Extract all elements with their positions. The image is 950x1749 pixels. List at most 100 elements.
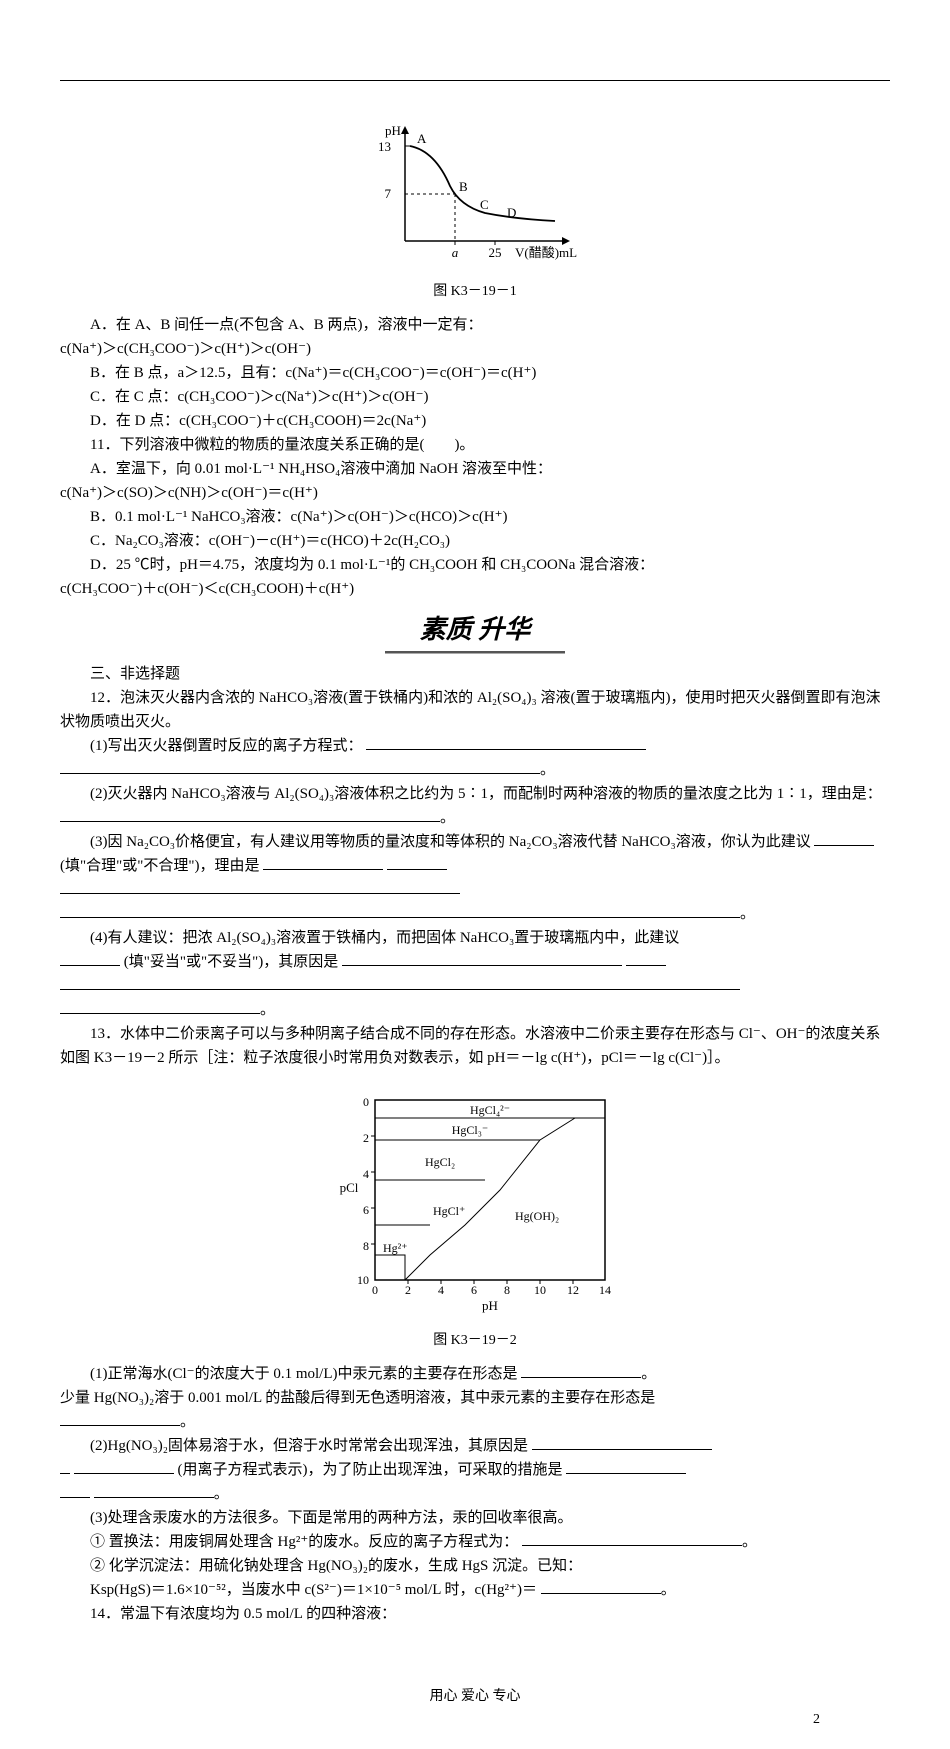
chart2-svg: 0 2 4 6 8 10 0 2 4 6 8 10 12 14 pCl pH [315,1080,635,1320]
q12-3b-text: (填"合理"或"不合理")，理由是 [60,858,259,874]
q10-optD: D．在 D 点：c(CH₃COO⁻)＋c(CH₃COOH)＝2c(Na⁺) [60,409,890,433]
blank [626,951,666,966]
q12-3a-text: (3)因 Na₂CO₃价格便宜，有人建议用等物质的量浓度和等体积的 Na₂CO₃… [90,834,811,850]
q11-optA-formula: c(Na⁺)＞c(SO)＞c(NH)＞c(OH⁻)＝c(H⁺) [60,481,890,505]
svg-text:pH: pH [385,123,401,138]
q13-3-2b-text: Ksp(HgS)＝1.6×10⁻⁵²，当废水中 c(S²⁻)＝1×10⁻⁵ mo… [90,1582,537,1598]
svg-text:HgCl⁺: HgCl⁺ [433,1204,465,1218]
blank [60,1411,180,1426]
svg-text:2: 2 [363,1131,369,1145]
blank [521,1363,641,1378]
section-banner: 素质 升华 [60,609,890,654]
footer-wrap: 用心 爱心 专心 2 [60,1686,890,1708]
q13-2b-text: (用离子方程式表示)，为了防止出现浑浊，可采取的措施是 [178,1462,563,1478]
svg-text:8: 8 [504,1283,510,1297]
q13-1a-text: (1)正常海水(Cl⁻的浓度大于 0.1 mol/L)中汞元素的主要存在形态是 [90,1366,518,1382]
blank [94,1483,214,1498]
page-number: 2 [813,1709,820,1731]
blank [541,1579,661,1594]
svg-text:HgCl₂: HgCl₂ [425,1155,455,1169]
blank [522,1531,742,1546]
blank [60,1483,90,1498]
svg-text:12: 12 [567,1283,579,1297]
chart1-container: 13 7 a 25 pH V(醋酸)mL A B C D 图 K3－19－1 [60,121,890,303]
svg-text:0: 0 [372,1283,378,1297]
footer-text: 用心 爱心 专心 [60,1686,890,1708]
q11-optC: C．Na₂CO₃溶液：c(OH⁻)－c(H⁺)＝c(HCO)＋2c(H₂CO₃) [60,529,890,553]
q12-3: (3)因 Na₂CO₃价格便宜，有人建议用等物质的量浓度和等体积的 Na₂CO₃… [60,830,890,878]
q13-3-intro: (3)处理含汞废水的方法很多。下面是常用的两种方法，汞的回收率很高。 [60,1506,890,1530]
blank [60,879,460,894]
blank [263,855,383,870]
section3-title: 三、非选择题 [60,662,890,686]
blank [342,951,622,966]
banner-underline [385,651,565,654]
q13-1: (1)正常海水(Cl⁻的浓度大于 0.1 mol/L)中汞元素的主要存在形态是 … [60,1362,890,1386]
svg-text:Hg²⁺: Hg²⁺ [383,1241,408,1255]
q12-2-text: (2)灭火器内 NaHCO₃溶液与 Al₂(SO₄)₃溶液体积之比约为 5∶1，… [90,786,882,802]
q13-3-2a: ② 化学沉淀法：用硫化钠处理含 Hg(NO₃)₂的废水，生成 HgS 沉淀。已知… [60,1554,890,1578]
svg-text:0: 0 [363,1095,369,1109]
q10-optA: A．在 A、B 间任一点(不包含 A、B 两点)，溶液中一定有： [60,313,890,337]
q13-1b-line: 少量 Hg(NO₃)₂溶于 0.001 mol/L 的盐酸后得到无色透明溶液，其… [60,1386,890,1410]
q12-1: (1)写出灭火器倒置时反应的离子方程式： [60,734,890,758]
q13-1b-text: 少量 Hg(NO₃)₂溶于 0.001 mol/L 的盐酸后得到无色透明溶液，其… [60,1390,655,1406]
q13-2a-text: (2)Hg(NO₃)₂固体易溶于水，但溶于水时常常会出现浑浊，其原因是 [90,1438,528,1454]
blank [532,1435,712,1450]
blank [60,951,120,966]
svg-text:Hg(OH)₂: Hg(OH)₂ [515,1209,559,1223]
q13-3-2b: Ksp(HgS)＝1.6×10⁻⁵²，当废水中 c(S²⁻)＝1×10⁻⁵ mo… [60,1578,890,1602]
q10-optC: C．在 C 点：c(CH₃COO⁻)＞c(Na⁺)＞c(H⁺)＞c(OH⁻) [60,385,890,409]
q12-2: (2)灭火器内 NaHCO₃溶液与 Al₂(SO₄)₃溶液体积之比约为 5∶1，… [60,782,890,830]
q12-4b-text: (填"妥当"或"不妥当")，其原因是 [124,954,338,970]
svg-text:pCl: pCl [340,1180,359,1195]
blank [60,759,540,774]
blank [387,855,447,870]
q13-2: (2)Hg(NO₃)₂固体易溶于水，但溶于水时常常会出现浑浊，其原因是 [60,1434,890,1458]
blank [74,1459,174,1474]
q13-intro: 13．水体中二价汞离子可以与多种阴离子结合成不同的存在形态。水溶液中二价汞主要存… [60,1022,890,1070]
q11: 11．下列溶液中微粒的物质的量浓度关系正确的是( )。 [60,433,890,457]
q12-4a-text: (4)有人建议：把浓 Al₂(SO₄)₃溶液置于铁桶内，而把固体 NaHCO₃置… [90,930,679,946]
q12-intro: 12．泡沫灭火器内含浓的 NaHCO₃溶液(置于铁桶内)和浓的 Al₂(SO₄)… [60,686,890,734]
chart1-caption: 图 K3－19－1 [60,281,890,303]
svg-text:13: 13 [378,139,391,154]
blank [366,735,646,750]
q11-optD-formula: c(CH₃COO⁻)＋c(OH⁻)＜c(CH₃COOH)＋c(H⁺) [60,577,890,601]
svg-text:6: 6 [471,1283,477,1297]
svg-text:8: 8 [363,1239,369,1253]
svg-text:pH: pH [482,1298,498,1313]
svg-text:A: A [417,131,427,146]
q12-1-text: (1)写出灭火器倒置时反应的离子方程式： [90,738,363,754]
q14: 14．常温下有浓度均为 0.5 mol/L 的四种溶液： [60,1602,890,1626]
chart2-caption: 图 K3－19－2 [60,1330,890,1352]
chart1-svg: 13 7 a 25 pH V(醋酸)mL A B C D [355,121,595,271]
svg-text:4: 4 [438,1283,444,1297]
q11-optD: D．25 ℃时，pH＝4.75，浓度均为 0.1 mol·L⁻¹的 CH₃COO… [60,553,890,577]
svg-text:D: D [507,205,516,220]
top-divider [60,80,890,81]
svg-text:HgCl₄²⁻: HgCl₄²⁻ [470,1103,510,1117]
blank [566,1459,686,1474]
blank [60,975,740,990]
banner-text: 素质 升华 [412,609,539,651]
q10-optA-formula: c(Na⁺)＞c(CH₃COO⁻)＞c(H⁺)＞c(OH⁻) [60,337,890,361]
blank [814,831,874,846]
svg-text:10: 10 [534,1283,546,1297]
svg-text:B: B [459,179,468,194]
svg-text:25: 25 [489,245,502,260]
svg-text:4: 4 [363,1167,369,1181]
q13-3-1: ① 置换法：用废铜屑处理含 Hg²⁺的废水。反应的离子方程式为： 。 [60,1530,890,1554]
svg-text:HgCl₃⁻: HgCl₃⁻ [452,1123,489,1137]
svg-text:V(醋酸)mL: V(醋酸)mL [515,245,577,260]
svg-text:a: a [452,245,459,260]
chart2-container: 0 2 4 6 8 10 0 2 4 6 8 10 12 14 pCl pH [60,1080,890,1352]
svg-text:2: 2 [405,1283,411,1297]
q12-4: (4)有人建议：把浓 Al₂(SO₄)₃溶液置于铁桶内，而把固体 NaHCO₃置… [60,926,890,950]
svg-text:7: 7 [385,186,392,201]
svg-text:C: C [480,197,489,212]
blank [60,807,440,822]
q10-optB: B．在 B 点，a＞12.5，且有：c(Na⁺)＝c(CH₃COO⁻)＝c(OH… [60,361,890,385]
q11-optA: A．室温下，向 0.01 mol·L⁻¹ NH₄HSO₄溶液中滴加 NaOH 溶… [60,457,890,481]
blank [60,999,260,1014]
